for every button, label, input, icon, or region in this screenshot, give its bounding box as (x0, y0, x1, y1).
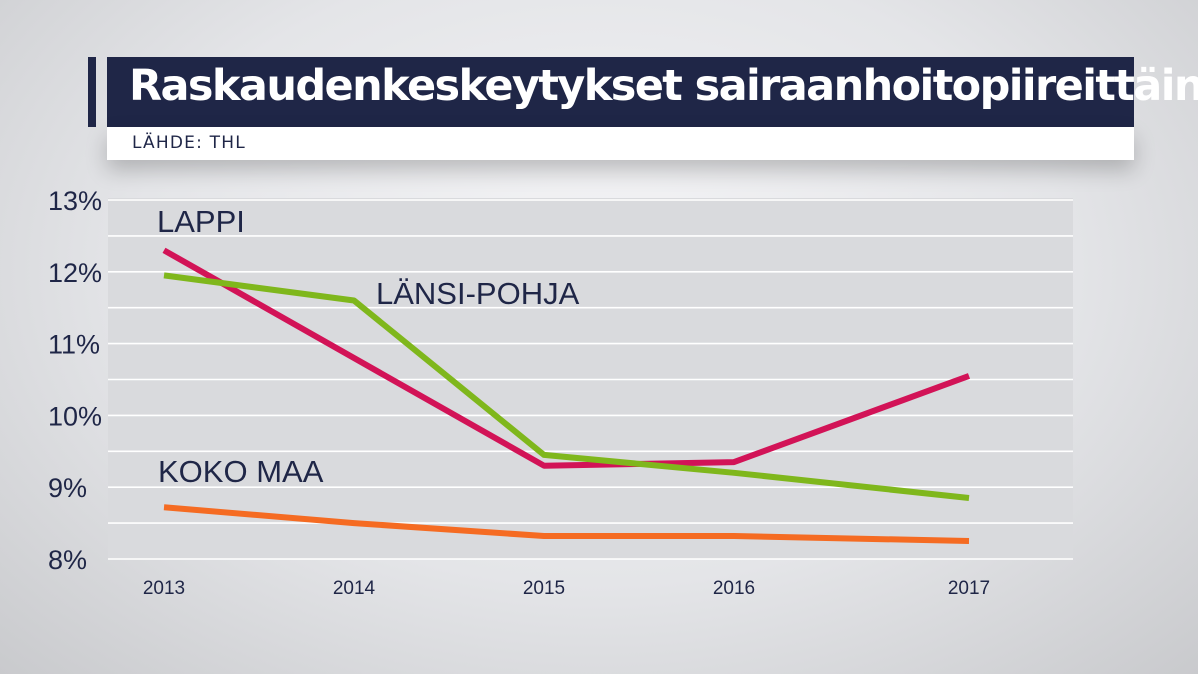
y-tick-label: 11% (48, 330, 100, 360)
x-tick-label: 2015 (523, 578, 565, 599)
source-label: LÄHDE: THL (132, 133, 246, 153)
source-banner: LÄHDE: THL (107, 127, 1134, 160)
x-tick-label: 2014 (333, 578, 376, 599)
series-line-lappi (162, 247, 971, 469)
y-tick-label: 10% (48, 401, 102, 431)
series-line-l-nsi-pohja (163, 272, 970, 501)
series-label: KOKO MAA (158, 454, 324, 489)
chart-title: Raskaudenkeskeytykset sairaanhoitopiirei… (129, 61, 1198, 111)
y-tick-label: 13% (48, 186, 102, 216)
series-label: LAPPI (157, 204, 245, 239)
title-accent-bar (88, 57, 96, 127)
y-tick-label: 12% (48, 258, 102, 288)
x-tick-label: 2017 (948, 578, 990, 599)
title-banner: Raskaudenkeskeytykset sairaanhoitopiirei… (107, 57, 1198, 127)
plot-background (108, 198, 1073, 559)
x-tick-label: 2013 (143, 578, 185, 599)
y-tick-label: 9% (48, 473, 87, 503)
x-tick-label: 2016 (713, 578, 755, 599)
series-label: LÄNSI-POHJA (376, 276, 580, 311)
y-tick-label: 8% (48, 545, 87, 575)
series-line-koko-maa (163, 504, 970, 544)
